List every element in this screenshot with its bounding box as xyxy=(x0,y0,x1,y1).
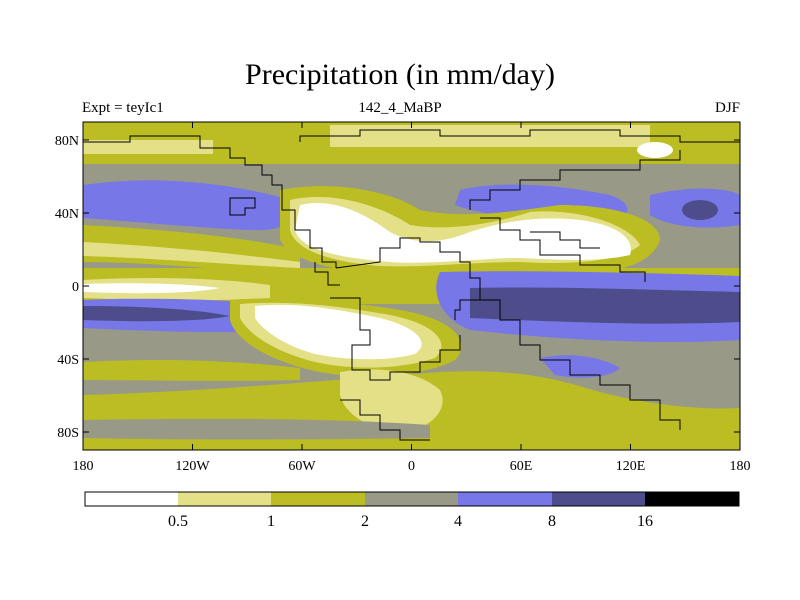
colorbar-box-0 xyxy=(85,492,178,506)
coast-asia-inner xyxy=(530,231,600,249)
colorbar-label: 2 xyxy=(361,513,369,530)
lat-tick-label: 40N xyxy=(55,207,79,222)
coast-antarctica xyxy=(340,399,430,441)
coast-arctic xyxy=(299,129,740,143)
lat-tick-label: 80N xyxy=(55,134,79,149)
field-antarctic-dry xyxy=(340,369,443,432)
lon-tick-label: 180 xyxy=(73,459,94,474)
coast-eurasia-north xyxy=(469,150,681,210)
lon-tick-label: 180 xyxy=(730,459,751,474)
field-circumpolar xyxy=(83,418,430,440)
coast-greenland-bits xyxy=(229,197,256,216)
coast-asia xyxy=(480,217,646,282)
field-sahara-core xyxy=(295,203,631,263)
field-south-atl-core xyxy=(255,304,422,360)
coast-ca xyxy=(314,262,340,286)
colorbar-box-4 xyxy=(458,492,552,506)
field-south-pac-band xyxy=(83,360,300,381)
lon-tick-label: 120W xyxy=(175,459,210,474)
colorbar-label: 1 xyxy=(267,513,275,530)
field-arctic-min xyxy=(637,142,673,158)
lon-tick-label: 60E xyxy=(510,459,533,474)
colorbar-label: 8 xyxy=(548,513,556,530)
colorbar-box-6 xyxy=(645,492,739,506)
colorbar-label: 16 xyxy=(637,513,653,530)
experiment-label: Expt = teyIc1 xyxy=(82,100,164,116)
colorbar-box-1 xyxy=(178,492,271,506)
colorbar-box-2 xyxy=(271,492,365,506)
field-eq-dry-west-core xyxy=(83,283,220,294)
field-sp-max xyxy=(83,306,230,322)
field-subtrop-n-west-dry xyxy=(83,242,300,268)
longitude-axis: 180 120W 60W 0 60E 120E 180 xyxy=(73,122,751,474)
latitude-axis: 80N 40N 0 40S 80S xyxy=(55,134,740,441)
colorbar-label: 4 xyxy=(454,513,462,530)
field-np-storm xyxy=(83,180,298,231)
field-np-max xyxy=(682,200,718,220)
lat-tick-label: 40S xyxy=(57,353,79,368)
colorbar-label: 0.5 xyxy=(168,513,188,530)
coastlines xyxy=(83,129,740,441)
period-label: 142_4_MaBP xyxy=(358,100,442,116)
coast-africa-north xyxy=(335,237,481,320)
plot-title: Precipitation (in mm/day) xyxy=(245,58,555,91)
season-label: DJF xyxy=(714,100,740,116)
lon-tick-label: 0 xyxy=(408,459,415,474)
map-field xyxy=(83,122,740,450)
lon-tick-label: 60W xyxy=(288,459,316,474)
lat-tick-label: 80S xyxy=(57,426,79,441)
lat-tick-label: 0 xyxy=(72,280,79,295)
colorbar-frame xyxy=(84,491,740,507)
coast-na xyxy=(83,135,337,268)
field-south-indian-storm xyxy=(540,355,620,378)
coast-sa-africa xyxy=(330,297,461,381)
colorbar: 0.5 1 2 4 8 16 xyxy=(84,491,740,530)
field-io-max xyxy=(470,287,740,324)
colorbar-box-5 xyxy=(552,492,645,506)
coast-australia xyxy=(480,299,681,430)
colorbar-box-3 xyxy=(365,492,458,506)
field-north-dry-west xyxy=(83,140,213,154)
lon-tick-label: 120E xyxy=(616,459,646,474)
